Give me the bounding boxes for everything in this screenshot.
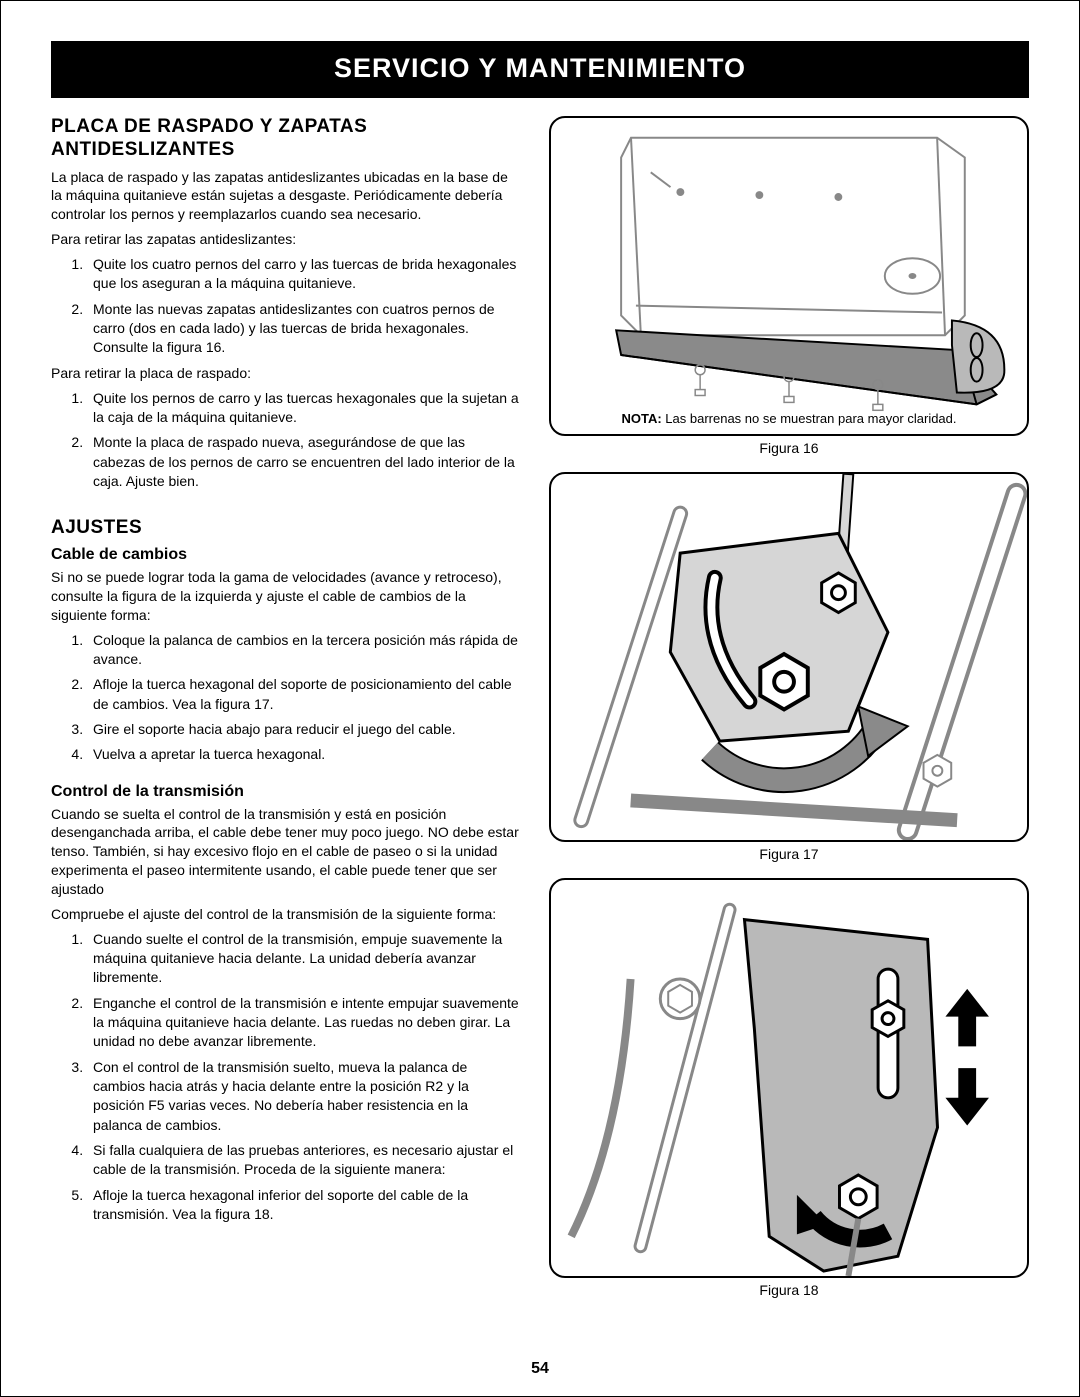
figure-16: NOTA: Las barrenas no se muestran para m…: [549, 116, 1029, 436]
heading-placa: PLACA DE RASPADO Y ZAPATAS ANTIDESLIZANT…: [51, 116, 521, 162]
diagram-shave-plate-icon: [551, 118, 1027, 434]
list-item: Afloje la tuerca hexagonal inferior del …: [87, 1186, 521, 1225]
list-item: Quite los cuatro pernos del carro y las …: [87, 255, 521, 294]
intro-transmision: Cuando se suelta el control de la transm…: [51, 805, 521, 899]
subheading-transmision: Control de la transmisión: [51, 783, 521, 801]
figure-18: [549, 878, 1029, 1278]
intro-placa: La placa de raspado y las zapatas antide…: [51, 168, 521, 225]
lead-transmision: Compruebe el ajuste del control de la tr…: [51, 905, 521, 924]
list-item: Con el control de la transmisión suelto,…: [87, 1058, 521, 1135]
figure-16-note: NOTA: Las barrenas no se muestran para m…: [551, 411, 1027, 426]
figure-16-caption: Figura 16: [549, 440, 1029, 456]
list-item: Quite los pernos de carro y las tuercas …: [87, 389, 521, 428]
diagram-drive-cable-icon: [551, 880, 1027, 1276]
figure-17: [549, 472, 1029, 842]
content-columns: PLACA DE RASPADO Y ZAPATAS ANTIDESLIZANT…: [51, 116, 1029, 1314]
intro-cable: Si no se puede lograr toda la gama de ve…: [51, 568, 521, 625]
list-item: Gire el soporte hacia abajo para reducir…: [87, 720, 521, 739]
list-cable: Coloque la palanca de cambios en la terc…: [51, 631, 521, 765]
heading-ajustes: AJUSTES: [51, 517, 521, 540]
page-number: 54: [1, 1360, 1079, 1378]
list-item: Si falla cualquiera de las pruebas anter…: [87, 1141, 521, 1180]
list-item: Vuelva a apretar la tuerca hexagonal.: [87, 745, 521, 764]
page: SERVICIO Y MANTENIMIENTO PLACA DE RASPAD…: [0, 0, 1080, 1397]
list-item: Enganche el control de la transmisión e …: [87, 994, 521, 1052]
right-column: NOTA: Las barrenas no se muestran para m…: [549, 116, 1029, 1314]
list-placa: Quite los pernos de carro y las tuercas …: [51, 389, 521, 492]
list-item: Monte las nuevas zapatas antideslizantes…: [87, 300, 521, 358]
figure-18-caption: Figura 18: [549, 1282, 1029, 1298]
subheading-cable: Cable de cambios: [51, 546, 521, 564]
list-transmision: Cuando suelte el control de la transmisi…: [51, 930, 521, 1224]
list-item: Afloje la tuerca hexagonal del soporte d…: [87, 675, 521, 714]
list-zapatas: Quite los cuatro pernos del carro y las …: [51, 255, 521, 358]
diagram-shift-cable-icon: [551, 474, 1027, 840]
list-item: Cuando suelte el control de la transmisi…: [87, 930, 521, 988]
list-item: Monte la placa de raspado nueva, asegurá…: [87, 433, 521, 491]
lead-placa: Para retirar la placa de raspado:: [51, 364, 521, 383]
title-bar: SERVICIO Y MANTENIMIENTO: [51, 41, 1029, 98]
left-column: PLACA DE RASPADO Y ZAPATAS ANTIDESLIZANT…: [51, 116, 521, 1314]
lead-zapatas: Para retirar las zapatas antideslizantes…: [51, 230, 521, 249]
list-item: Coloque la palanca de cambios en la terc…: [87, 631, 521, 670]
figure-17-caption: Figura 17: [549, 846, 1029, 862]
